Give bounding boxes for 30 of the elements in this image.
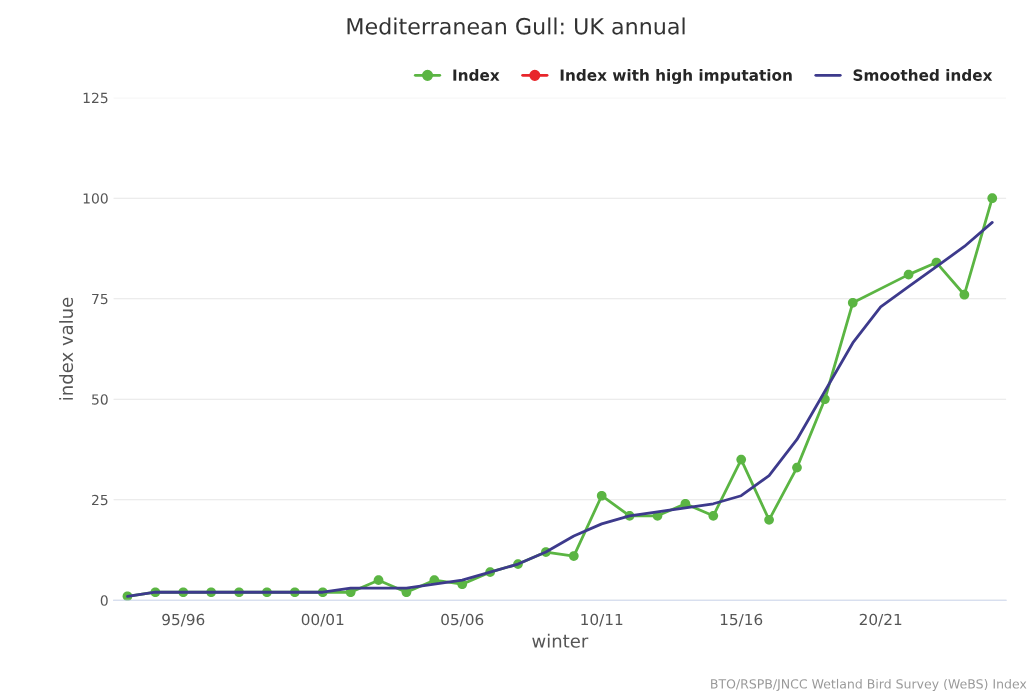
point	[792, 462, 802, 473]
point	[764, 515, 774, 525]
point	[903, 269, 914, 280]
y-axis-title: index value	[59, 297, 74, 400]
x-tick-label: 95/96	[162, 613, 205, 627]
y-tick-label: 100	[83, 193, 108, 204]
point	[847, 297, 858, 308]
y-tick-label: 125	[83, 92, 108, 104]
point	[708, 510, 719, 521]
point	[596, 490, 607, 501]
point	[568, 551, 579, 561]
y-tick-label: 25	[92, 494, 108, 506]
point	[736, 454, 747, 465]
y-tick-label: 75	[92, 293, 108, 305]
legend-label: Smoothed index	[853, 69, 993, 81]
x-tick-label: 20/21	[859, 613, 902, 627]
x-tick-label: 10/11	[581, 613, 623, 627]
point	[959, 289, 970, 300]
x-axis-title: winter	[532, 633, 589, 648]
chart-title: Mediterranean Gull: UK annual	[347, 17, 685, 35]
y-tick-label: 0	[100, 595, 108, 606]
y-tick-label: 50	[92, 394, 108, 405]
x-tick-label: 15/16	[720, 613, 763, 627]
x-tick-label: 00/01	[301, 613, 344, 627]
point	[373, 575, 384, 586]
x-tick-label: 05/06	[441, 613, 484, 627]
legend-label: Index with high imputation	[560, 69, 792, 84]
text: BTO/RSPB/JNCC Wetland Bird Survey (WeBS) Index	[711, 678, 1027, 692]
legend-label: Index	[453, 69, 500, 81]
point	[987, 193, 998, 204]
